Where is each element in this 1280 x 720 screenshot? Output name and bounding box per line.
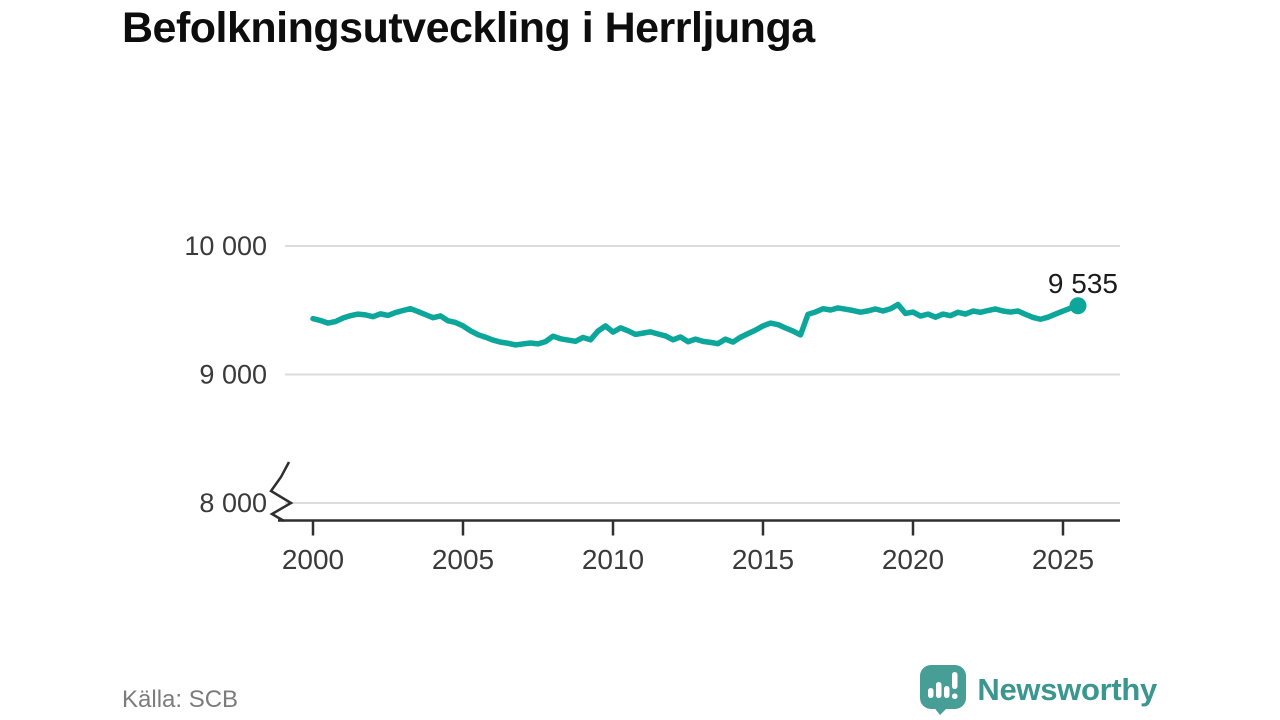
newsworthy-bubble-icon bbox=[920, 665, 967, 715]
x-tick-label: 2000 bbox=[282, 544, 344, 575]
chart-title: Befolkningsutveckling i Herrljunga bbox=[122, 4, 815, 52]
newsworthy-logo: Newsworthy bbox=[919, 664, 1157, 716]
newsworthy-wordmark: Newsworthy bbox=[977, 672, 1157, 707]
end-value-label: 9 535 bbox=[1048, 268, 1118, 299]
axis-break-icon bbox=[269, 461, 294, 523]
source-label: Källa: SCB bbox=[122, 686, 239, 713]
y-tick-label: 10 000 bbox=[184, 231, 267, 261]
y-tick-label: 8 000 bbox=[199, 488, 267, 518]
x-tick-label: 2025 bbox=[1032, 544, 1094, 575]
series-end-dot bbox=[1069, 297, 1087, 315]
y-tick-label: 9 000 bbox=[199, 360, 267, 390]
x-tick-label: 2015 bbox=[732, 544, 794, 575]
population-series-line bbox=[310, 301, 1081, 348]
x-tick-label: 2020 bbox=[882, 544, 944, 575]
x-tick-label: 2010 bbox=[582, 544, 644, 575]
population-line-chart: 10 000 9 000 8 000 2000 2005 2010 2015 2020 2025… bbox=[184, 231, 1120, 575]
x-tick-label: 2005 bbox=[432, 544, 494, 575]
